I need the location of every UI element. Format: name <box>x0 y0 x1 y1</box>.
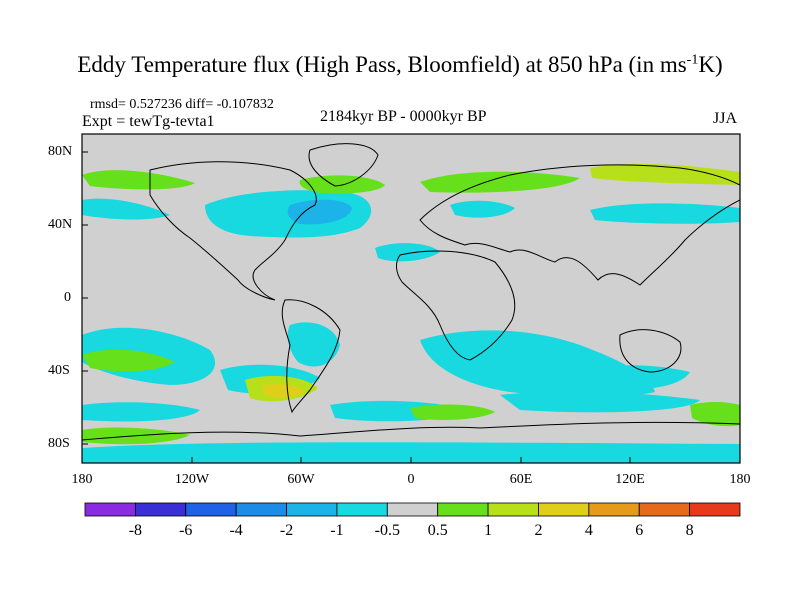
colorbar-swatch <box>638 502 691 517</box>
lon-label-180-right: 180 <box>729 472 751 487</box>
contour-patagonia-pos-core <box>262 384 305 398</box>
colorbar-label: -0.5 <box>374 522 400 539</box>
contour-siberia-pos <box>420 171 580 193</box>
colorbar-label: 8 <box>685 522 694 539</box>
title-superscript: -1 <box>686 52 699 68</box>
coast-greenland <box>308 143 379 187</box>
colorbar-swatch <box>689 502 741 517</box>
contour-arctic-na-pos <box>82 170 195 190</box>
lat-label-40n: 40N <box>48 217 73 232</box>
axis-ticks <box>82 151 631 463</box>
colorbar-swatch <box>235 502 287 517</box>
lat-label-0: 0 <box>64 290 71 305</box>
lon-label-120w: 120W <box>174 472 210 487</box>
coast-australia <box>619 329 682 373</box>
colorbar-swatch <box>134 502 187 517</box>
colorbar-swatch <box>538 502 590 517</box>
colorbar-swatch <box>84 502 136 517</box>
season-label: JJA <box>713 110 738 127</box>
coast-north-america <box>149 161 317 301</box>
contour-na-atlantic-neg2 <box>287 199 352 225</box>
colorbar-swatch <box>336 502 388 517</box>
contour-so-neg-west <box>82 402 200 422</box>
lon-label-120e: 120E <box>615 472 645 487</box>
contour-so-pos-east <box>690 401 740 427</box>
stats-text: rmsd= 0.527236 diff= -0.107832 <box>90 97 274 112</box>
contour-east-asia-neg <box>590 203 740 224</box>
plot-title: Eddy Temperature flux (High Pass, Bloomf… <box>0 52 800 78</box>
contour-australia-neg <box>590 365 690 390</box>
lat-label-80s: 80S <box>48 436 70 451</box>
coast-south-america <box>281 299 341 414</box>
colorbar-label: 1 <box>484 522 493 539</box>
experiment-label: Expt = tewTg-tevta1 <box>82 113 215 130</box>
colorbar-swatch <box>286 502 338 517</box>
colorbar-label: 0.5 <box>427 522 448 539</box>
contour-spacific-pos <box>82 349 175 372</box>
lon-label-60w: 60W <box>287 472 315 487</box>
colorbar-swatch <box>588 502 640 517</box>
lon-label-180-left: 180 <box>71 472 93 487</box>
colorbar-label: -4 <box>229 522 243 539</box>
contour-indian-neg <box>420 330 655 398</box>
contour-antarctic-neg <box>82 442 740 463</box>
contour-so-neg-indian <box>500 391 700 413</box>
colorbar-label: 6 <box>635 522 644 539</box>
coast-antarctica <box>82 421 740 441</box>
contour-europe-neg <box>450 200 515 218</box>
colorbar-label: -1 <box>330 522 344 539</box>
colorbar-label: -2 <box>279 522 294 539</box>
coastlines <box>82 143 740 441</box>
colorbar-label: 2 <box>534 522 543 539</box>
coast-africa <box>396 250 516 361</box>
lat-label-40s: 40S <box>48 363 70 378</box>
contour-so-pos-atlantic <box>410 404 495 420</box>
lon-label-60e: 60E <box>509 472 533 487</box>
colorbar-swatch <box>185 502 237 517</box>
contour-sa-neg <box>287 322 340 367</box>
lat-label-80n: 80N <box>48 144 73 159</box>
title-unit-tail: K) <box>698 52 723 77</box>
colorbar-label: -8 <box>128 522 143 539</box>
colorbar-swatch <box>386 502 439 517</box>
period-label: 2184kyr BP - 0000kyr BP <box>320 108 487 125</box>
coast-eurasia <box>419 164 740 286</box>
contour-alaska-neg <box>82 198 170 220</box>
map-panel <box>82 134 740 463</box>
colorbar <box>84 502 741 517</box>
contour-med-neg <box>375 243 440 262</box>
colorbar-swatch <box>437 502 489 517</box>
contour-east-siberia-pos <box>590 163 740 185</box>
colorbar-swatch <box>487 502 539 517</box>
title-text: Eddy Temperature flux (High Pass, Bloomf… <box>77 52 687 77</box>
colorbar-label: 4 <box>584 522 593 539</box>
colorbar-label: -6 <box>179 522 193 539</box>
lon-label-0: 0 <box>407 472 415 487</box>
